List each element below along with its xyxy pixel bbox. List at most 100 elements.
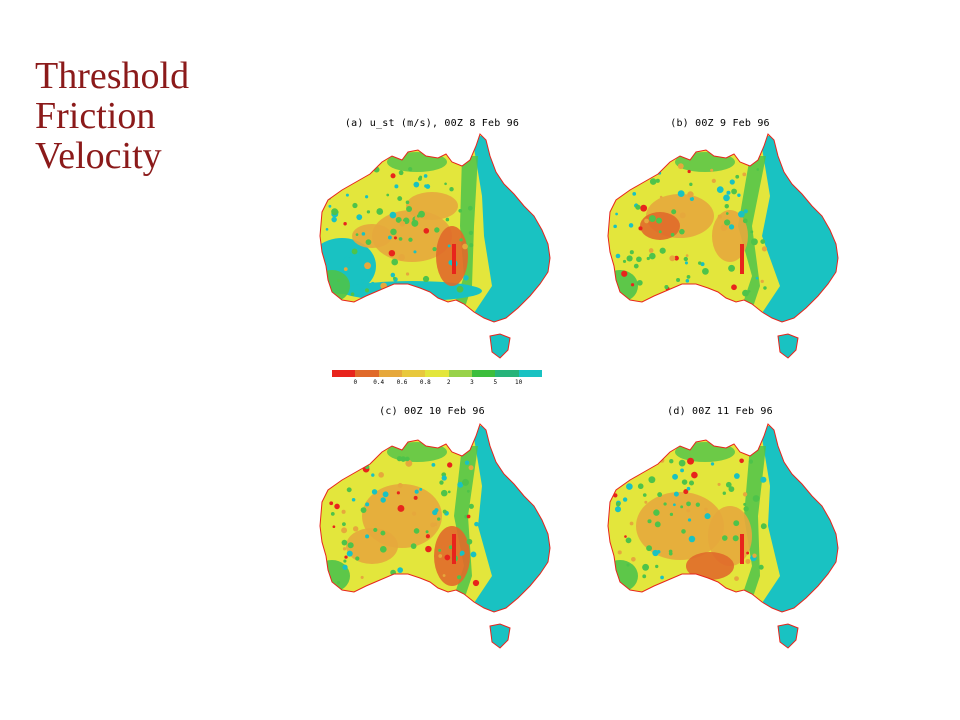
speckle <box>437 517 441 521</box>
speckle <box>717 214 722 219</box>
speckle <box>669 512 674 517</box>
speckle <box>635 177 641 183</box>
colorbar-swatch <box>332 370 356 377</box>
colorbar-swatch <box>355 370 379 377</box>
speckle <box>734 576 739 582</box>
speckle <box>366 210 371 214</box>
speckle <box>620 182 625 187</box>
speckle <box>379 545 387 553</box>
speckle <box>679 582 683 586</box>
speckle <box>334 503 340 510</box>
speckle <box>644 218 649 224</box>
speckle <box>625 537 632 544</box>
top-end-region <box>675 442 735 462</box>
speckle <box>613 478 619 483</box>
speckle <box>425 545 432 553</box>
speckle <box>448 545 453 550</box>
speckle <box>724 204 729 209</box>
southwest-fringe <box>320 270 350 302</box>
colorbar-tick-label: 3 <box>470 379 474 386</box>
speckle <box>360 507 367 514</box>
title-line-3: Velocity <box>35 135 162 177</box>
speckle <box>467 205 473 211</box>
speckle <box>687 169 691 174</box>
speckle <box>695 502 700 507</box>
speckle <box>464 460 470 466</box>
dry-lake <box>740 244 744 274</box>
speckle <box>755 276 759 280</box>
speckle <box>406 205 413 212</box>
speckle <box>739 458 744 464</box>
speckle <box>445 217 450 222</box>
terrain-blob <box>686 552 734 580</box>
speckle <box>686 274 691 279</box>
speckle <box>615 501 621 507</box>
speckle <box>673 503 676 507</box>
speckle <box>635 456 639 460</box>
speckle <box>370 281 375 287</box>
colorbar-swatch <box>495 370 519 377</box>
speckle <box>380 530 386 536</box>
speckle <box>457 481 464 488</box>
speckle <box>442 509 447 514</box>
speckle <box>351 497 356 502</box>
speckle <box>761 246 768 252</box>
speckle <box>676 277 681 282</box>
speckle <box>638 175 642 179</box>
colorbar-tick-label: 0.8 <box>419 379 431 386</box>
speckle <box>470 551 477 558</box>
speckle <box>728 224 735 230</box>
speckle <box>635 204 641 210</box>
speckle <box>391 258 399 266</box>
speckle <box>710 168 714 172</box>
speckle <box>745 558 751 564</box>
speckle <box>748 459 754 464</box>
speckle <box>352 526 359 532</box>
speckle <box>726 190 731 195</box>
speckle <box>360 575 364 579</box>
australia-map-b <box>607 133 839 359</box>
speckle <box>364 262 371 270</box>
speckle <box>670 232 675 237</box>
speckle <box>637 483 644 490</box>
speckle <box>673 491 679 497</box>
speckle <box>743 506 749 512</box>
speckle <box>649 252 656 260</box>
speckle <box>378 472 384 478</box>
colorbar-tick-label: 2 <box>446 379 451 386</box>
speckle <box>348 455 355 462</box>
speckle <box>382 491 389 498</box>
speckle <box>457 575 462 580</box>
speckle <box>397 483 403 488</box>
speckle <box>405 200 410 205</box>
speckle <box>341 509 346 514</box>
speckle <box>760 279 764 284</box>
speckle <box>652 549 659 557</box>
speckle <box>458 208 463 213</box>
speckle <box>355 556 360 561</box>
speckle <box>425 534 430 539</box>
australia-map-d <box>607 423 839 649</box>
speckle <box>642 574 647 579</box>
terrain-blob <box>352 224 392 248</box>
speckle <box>396 491 400 495</box>
speckle <box>653 509 660 516</box>
speckle <box>626 255 633 262</box>
tasmania-outline <box>777 623 799 649</box>
speckle <box>633 263 639 269</box>
speckle <box>700 578 708 586</box>
colorbar-labels: 0 0.4 0.6 0.8 2 3 5 10 <box>332 379 542 389</box>
map-fill-d <box>608 424 838 648</box>
colorbar-swatch <box>378 370 402 377</box>
speckle <box>387 235 392 240</box>
speckle <box>405 272 410 276</box>
coastline-outline <box>607 133 839 323</box>
speckle <box>687 518 692 522</box>
tasmania-outline <box>777 333 799 359</box>
speckle <box>423 174 428 178</box>
speckle <box>655 459 659 463</box>
speckle <box>683 256 688 262</box>
speckle <box>411 219 419 227</box>
speckle <box>628 223 634 228</box>
speckle <box>351 248 358 255</box>
